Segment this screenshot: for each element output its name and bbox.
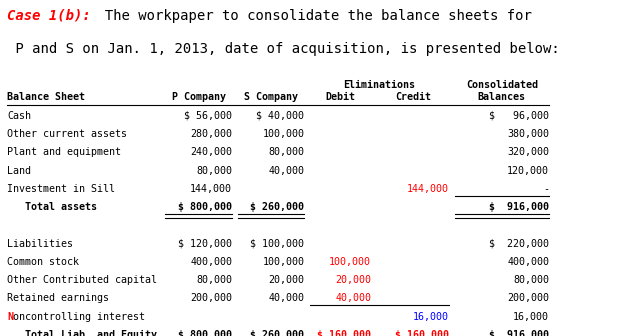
Text: Consolidated: Consolidated <box>466 80 538 90</box>
Text: $ 260,000: $ 260,000 <box>250 330 304 336</box>
Text: Total Liab. and Equity: Total Liab. and Equity <box>7 330 157 336</box>
Text: oncontrolling interest: oncontrolling interest <box>7 312 145 322</box>
Text: $  916,000: $ 916,000 <box>489 330 549 336</box>
Text: Eliminations: Eliminations <box>343 80 416 90</box>
Text: -: - <box>543 184 549 194</box>
Text: Liabilities: Liabilities <box>7 239 73 249</box>
Text: Case 1(b):: Case 1(b): <box>7 9 91 23</box>
Text: 80,000: 80,000 <box>269 147 304 157</box>
Text: $ 160,000: $ 160,000 <box>317 330 371 336</box>
Text: 80,000: 80,000 <box>513 275 549 285</box>
Text: $ 56,000: $ 56,000 <box>184 111 232 121</box>
Text: $  916,000: $ 916,000 <box>489 202 549 212</box>
Text: $ 100,000: $ 100,000 <box>250 239 304 249</box>
Text: P Company: P Company <box>172 92 226 102</box>
Text: $ 40,000: $ 40,000 <box>257 111 304 121</box>
Text: 200,000: 200,000 <box>190 293 232 303</box>
Text: Credit: Credit <box>395 92 431 102</box>
Text: Other Contributed capital: Other Contributed capital <box>7 275 157 285</box>
Text: The workpaper to consolidate the balance sheets for: The workpaper to consolidate the balance… <box>87 9 532 23</box>
Text: 144,000: 144,000 <box>190 184 232 194</box>
Text: 40,000: 40,000 <box>269 293 304 303</box>
Text: 100,000: 100,000 <box>262 257 304 267</box>
Text: 240,000: 240,000 <box>190 147 232 157</box>
Text: 120,000: 120,000 <box>507 166 549 175</box>
Text: Balances: Balances <box>478 92 526 102</box>
Text: Land: Land <box>7 166 31 175</box>
Text: $ 800,000: $ 800,000 <box>178 330 232 336</box>
Text: 400,000: 400,000 <box>190 257 232 267</box>
Text: 144,000: 144,000 <box>407 184 449 194</box>
Text: 200,000: 200,000 <box>507 293 549 303</box>
Text: $   96,000: $ 96,000 <box>489 111 549 121</box>
Text: 100,000: 100,000 <box>262 129 304 139</box>
Text: Other current assets: Other current assets <box>7 129 127 139</box>
Text: 380,000: 380,000 <box>507 129 549 139</box>
Text: 80,000: 80,000 <box>196 166 232 175</box>
Text: $ 800,000: $ 800,000 <box>178 202 232 212</box>
Text: 100,000: 100,000 <box>329 257 371 267</box>
Text: 280,000: 280,000 <box>190 129 232 139</box>
Text: Common stock: Common stock <box>7 257 79 267</box>
Text: 20,000: 20,000 <box>335 275 371 285</box>
Text: $  220,000: $ 220,000 <box>489 239 549 249</box>
Text: Balance Sheet: Balance Sheet <box>7 92 85 102</box>
Text: $ 160,000: $ 160,000 <box>395 330 449 336</box>
Text: Cash: Cash <box>7 111 31 121</box>
Text: Total assets: Total assets <box>7 202 97 212</box>
Text: $ 260,000: $ 260,000 <box>250 202 304 212</box>
Text: Plant and equipment: Plant and equipment <box>7 147 121 157</box>
Text: 40,000: 40,000 <box>335 293 371 303</box>
Text: Debit: Debit <box>326 92 355 102</box>
Text: 40,000: 40,000 <box>269 166 304 175</box>
Text: 20,000: 20,000 <box>269 275 304 285</box>
Text: 16,000: 16,000 <box>513 312 549 322</box>
Text: P and S on Jan. 1, 2013, date of acquisition, is presented below:: P and S on Jan. 1, 2013, date of acquisi… <box>7 42 560 56</box>
Text: 400,000: 400,000 <box>507 257 549 267</box>
Text: $ 120,000: $ 120,000 <box>178 239 232 249</box>
Text: S Company: S Company <box>244 92 298 102</box>
Text: 16,000: 16,000 <box>413 312 449 322</box>
Text: Investment in Sill: Investment in Sill <box>7 184 115 194</box>
Text: 80,000: 80,000 <box>196 275 232 285</box>
Text: 320,000: 320,000 <box>507 147 549 157</box>
Text: N: N <box>7 312 13 322</box>
Text: Retained earnings: Retained earnings <box>7 293 109 303</box>
